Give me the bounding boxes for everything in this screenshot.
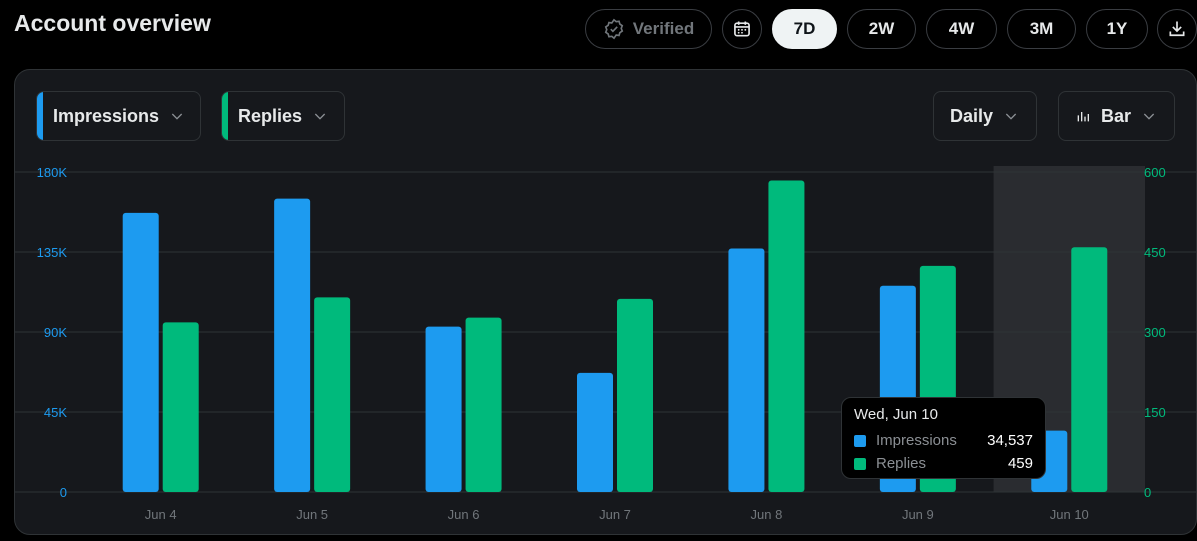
replies-bar (1071, 247, 1108, 492)
range-2w-button[interactable]: 2W (847, 9, 916, 49)
replies-bar (314, 297, 351, 492)
replies-bar (162, 322, 199, 492)
x-tick-label: Jun 10 (1050, 507, 1089, 522)
chart-panel: Impressions Replies Daily Bar 0 0 45K 150 90… (14, 69, 1197, 535)
chart-type-label: Bar (1101, 105, 1132, 126)
download-button[interactable] (1157, 9, 1197, 49)
tooltip-row-name: Replies (876, 455, 927, 472)
y-left-tick-label: 0 (60, 485, 67, 500)
impressions-bar (577, 372, 613, 492)
calendar-button[interactable] (722, 9, 762, 49)
tooltip-row-value: 34,537 (987, 432, 1033, 449)
x-tick-label: Jun 7 (599, 507, 631, 522)
chart-tooltip: Wed, Jun 10 Impressions 34,537 Replies 4… (841, 397, 1046, 479)
range-1y-button[interactable]: 1Y (1086, 9, 1148, 49)
impressions-bar (274, 198, 311, 492)
chevron-down-icon (312, 108, 328, 124)
verified-button[interactable]: Verified (585, 9, 712, 49)
y-left-tick-label: 180K (37, 165, 68, 180)
tooltip-row-value: 459 (1007, 455, 1033, 472)
impressions-bar (728, 248, 765, 492)
replies-bar (617, 298, 653, 492)
y-left-tick-label: 45K (44, 405, 67, 420)
y-left-tick-label: 135K (37, 245, 68, 260)
x-tick-label: Jun 9 (902, 507, 934, 522)
bar-chart-icon (1075, 108, 1091, 124)
y-right-tick-label: 300 (1144, 325, 1166, 340)
chevron-down-icon (1141, 108, 1157, 124)
x-tick-label: Jun 6 (448, 507, 480, 522)
replies-bar (465, 317, 502, 492)
metric1-selector[interactable]: Impressions (36, 91, 201, 141)
interval-label: Daily (950, 105, 994, 126)
y-right-tick-label: 150 (1144, 405, 1166, 420)
x-tick-label: Jun 8 (751, 507, 783, 522)
chevron-down-icon (169, 108, 185, 124)
metric1-label: Impressions (53, 105, 160, 126)
metric2-selector[interactable]: Replies (221, 91, 345, 141)
y-right-tick-label: 600 (1144, 165, 1166, 180)
page-title: Account overview (14, 10, 211, 36)
range-3m-button[interactable]: 3M (1007, 9, 1076, 49)
tooltip-title: Wed, Jun 10 (854, 406, 938, 423)
impressions-bar (425, 326, 462, 492)
range-7d-button[interactable]: 7D (772, 9, 837, 49)
metric2-label: Replies (238, 105, 303, 126)
replies-swatch (854, 457, 866, 470)
chart-type-selector[interactable]: Bar (1058, 91, 1175, 141)
calendar-icon (732, 19, 752, 39)
replies-bar (768, 180, 805, 492)
tooltip-row-impressions: Impressions 34,537 (854, 429, 1033, 452)
range-4w-button[interactable]: 4W (926, 9, 997, 49)
y-right-tick-label: 450 (1144, 245, 1166, 260)
y-left-tick-label: 90K (44, 325, 67, 340)
verified-badge-icon (603, 18, 625, 40)
tooltip-row-replies: Replies 459 (854, 452, 1033, 475)
verified-label: Verified (632, 19, 695, 38)
x-tick-label: Jun 5 (296, 507, 328, 522)
chevron-down-icon (1003, 108, 1019, 124)
impressions-bar (122, 212, 159, 492)
impressions-swatch (854, 434, 866, 447)
y-right-tick-label: 0 (1144, 485, 1151, 500)
interval-selector[interactable]: Daily (933, 91, 1037, 141)
download-icon (1167, 19, 1187, 39)
x-tick-label: Jun 4 (145, 507, 177, 522)
tooltip-row-name: Impressions (876, 432, 957, 449)
